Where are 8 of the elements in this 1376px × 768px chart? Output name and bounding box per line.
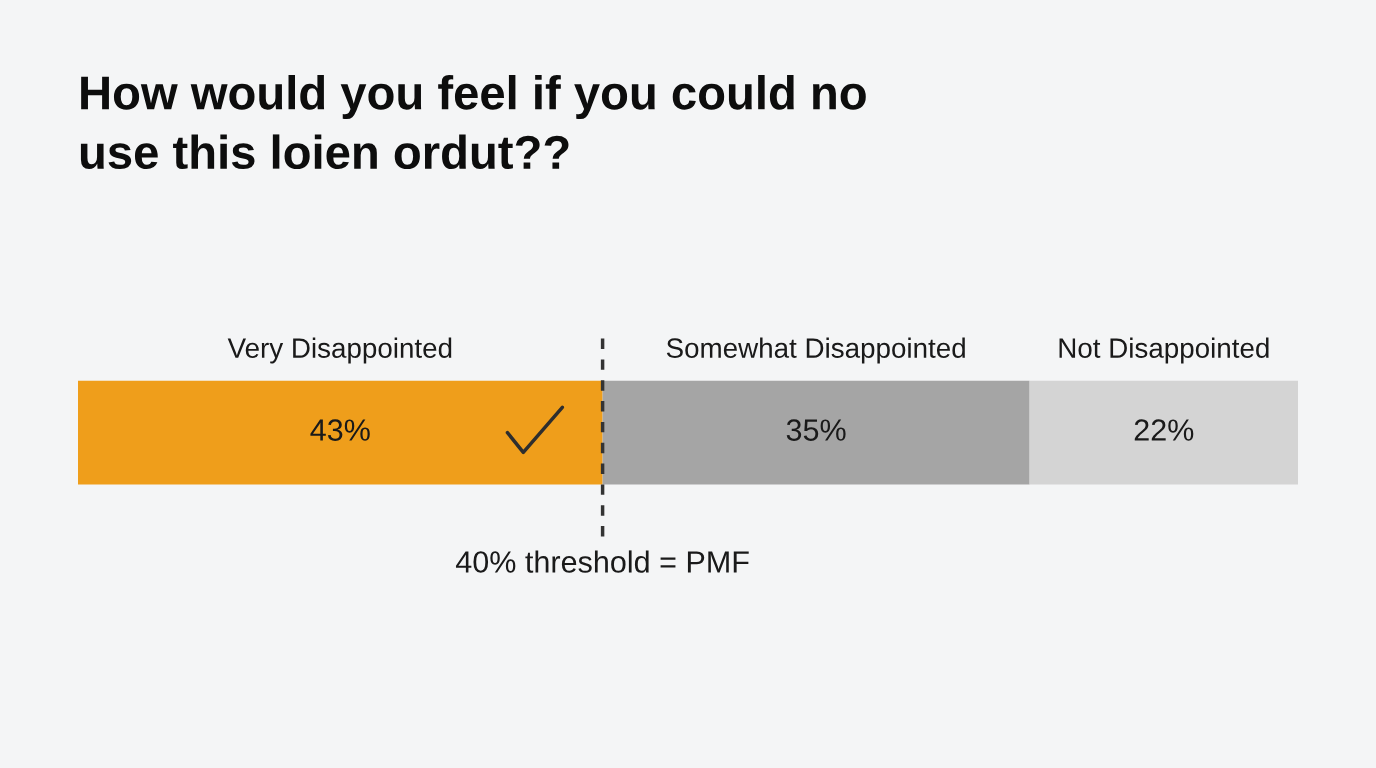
series-label: Not Disappointed xyxy=(1059,337,1269,364)
series-label: Somewhat Disappointed xyxy=(666,337,965,364)
data-label: 22% xyxy=(1134,419,1194,441)
data-label: 35% xyxy=(786,419,846,441)
ref-line-label: 40% threshold = PMF xyxy=(455,550,749,573)
chart-title: How would you feel if you could no use this loien ordut?? xyxy=(80,75,866,170)
series-label: Very Disappointed xyxy=(227,337,452,364)
data-label: 43% xyxy=(310,419,370,441)
